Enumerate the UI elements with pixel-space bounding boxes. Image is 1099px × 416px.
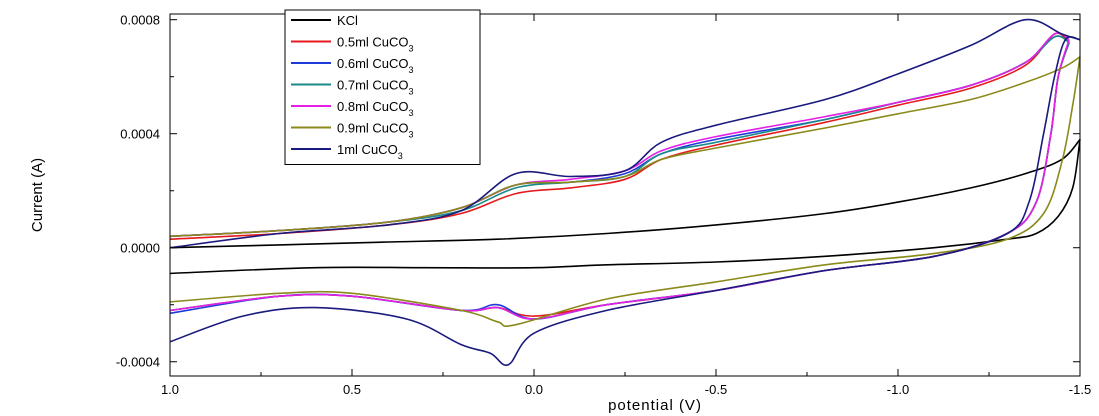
series-line-forward xyxy=(169,18,1081,249)
y-axis-title: Current (A) xyxy=(29,158,46,232)
series-kcl xyxy=(169,138,1081,275)
legend-label-text: 0.8ml CuCO xyxy=(337,99,409,114)
y-tick-label: -0.0004 xyxy=(116,355,160,370)
series-line-reverse xyxy=(169,56,1081,327)
legend-label-subscript: 3 xyxy=(409,108,414,118)
legend-box xyxy=(284,9,481,165)
legend-label: 0.5ml CuCO3 xyxy=(337,35,414,54)
legend-label-subscript: 3 xyxy=(409,44,414,54)
curves-layer xyxy=(169,18,1081,366)
x-tick-label: -0.5 xyxy=(705,382,727,397)
legend-label-text: KCl xyxy=(337,13,358,28)
series-line-reverse xyxy=(169,139,1081,275)
x-tick-label: -1.0 xyxy=(887,382,909,397)
legend-label: 0.7ml CuCO3 xyxy=(337,78,414,97)
x-tick-label: 1.0 xyxy=(161,382,179,397)
legend-label-text: 0.6ml CuCO xyxy=(337,56,409,71)
x-tick-label: 0.0 xyxy=(525,382,543,397)
legend-label-text: 0.5ml CuCO xyxy=(337,35,409,50)
y-tick-label: 0.0000 xyxy=(120,241,160,256)
series-line-forward xyxy=(169,138,1081,249)
legend-item: 0.6ml CuCO3 xyxy=(291,56,414,75)
x-tick-label: 0.5 xyxy=(343,382,361,397)
series-0-9ml-cuco3 xyxy=(169,56,1081,327)
x-axis: 1.0 0.5 0.0 -0.5 -1.0 -1.5 xyxy=(161,14,1091,397)
x-axis-title: potential (V) xyxy=(608,397,702,414)
legend-label-text: 0.9ml CuCO xyxy=(337,121,409,136)
legend-label: 1ml CuCO3 xyxy=(337,142,403,161)
legend-label-subscript: 3 xyxy=(409,87,414,97)
y-tick-label: 0.0008 xyxy=(120,13,160,28)
legend-item: 0.7ml CuCO3 xyxy=(291,78,414,97)
legend-label-subscript: 3 xyxy=(398,151,403,161)
legend-item: 0.9ml CuCO3 xyxy=(291,121,414,140)
x-tick-label: -1.5 xyxy=(1069,382,1091,397)
legend-label-subscript: 3 xyxy=(409,65,414,75)
legend-item: 1ml CuCO3 xyxy=(291,142,403,161)
legend-item: 0.5ml CuCO3 xyxy=(291,35,414,54)
legend-item: 0.8ml CuCO3 xyxy=(291,99,414,118)
legend-label: 0.6ml CuCO3 xyxy=(337,56,414,75)
y-axis: -0.0004 0.0000 0.0004 0.0008 xyxy=(116,13,1080,370)
y-tick-label: 0.0004 xyxy=(120,127,160,142)
legend-label-text: 0.7ml CuCO xyxy=(337,78,409,93)
series-1ml-cuco3 xyxy=(169,18,1081,366)
series-line-reverse xyxy=(169,36,1081,366)
legend-label: KCl xyxy=(337,13,358,28)
legend-label-subscript: 3 xyxy=(409,130,414,140)
legend-label-text: 1ml CuCO xyxy=(337,142,398,157)
legend-item: KCl xyxy=(291,13,358,28)
legend-label: 0.8ml CuCO3 xyxy=(337,99,414,118)
legend-label: 0.9ml CuCO3 xyxy=(337,121,414,140)
plot-area: -0.0004 0.0000 0.0004 0.0008 1.0 0.5 0.0 -0.5 -… xyxy=(116,13,1091,397)
series-line-forward xyxy=(169,56,1081,238)
